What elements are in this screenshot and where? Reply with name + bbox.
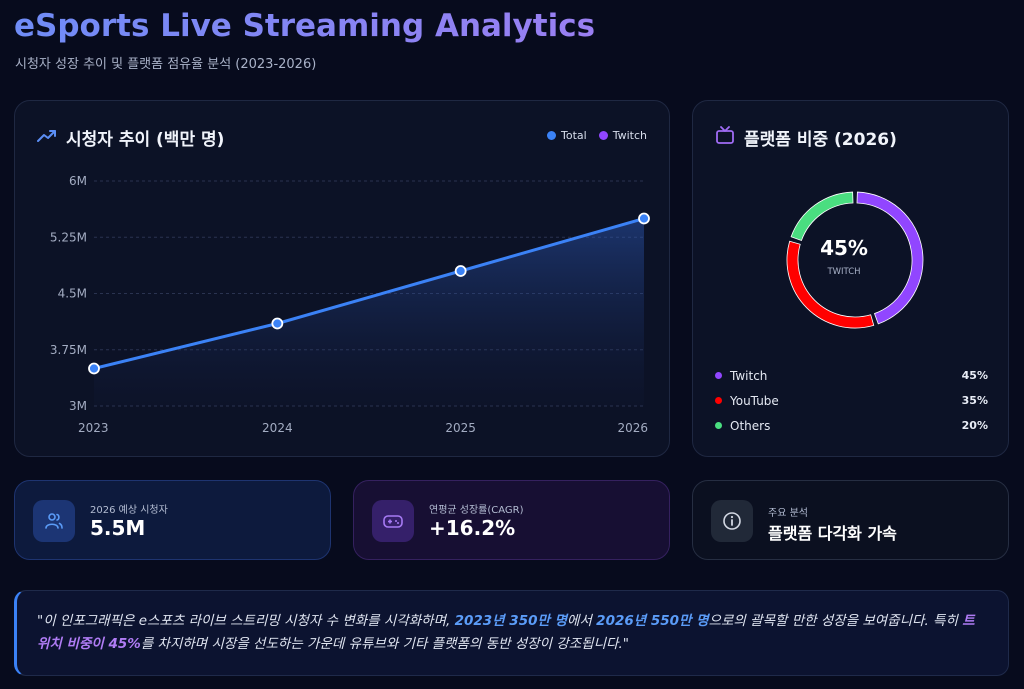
- pie-chart-card: 플랫폼 비중 (2026) 45% TWITCH Twitch 45% YouTu…: [692, 100, 1009, 457]
- stat-card-cagr: 연평균 성장률(CAGR) +16.2%: [353, 480, 670, 560]
- data-point-total: [88, 362, 100, 375]
- line-chart-legend: Total Twitch: [547, 129, 647, 142]
- y-tick-label: 3.75M: [50, 343, 87, 357]
- pie-label-youtube: YouTube: [730, 393, 779, 408]
- summary-note: "이 인포그래픽은 e스포츠 라이브 스트리밍 시청자 수 변화를 시각화하며,…: [14, 590, 1009, 676]
- info-icon: [711, 500, 753, 542]
- donut-slice-others: [790, 191, 854, 242]
- line-chart: 3M 3.75M 4.5M 5.25M 6M 2023 2024 2025 2026: [50, 174, 650, 435]
- page-subtitle: 시청자 성장 추이 및 플랫폼 점유율 분석 (2023-2026): [15, 57, 317, 72]
- x-tick-label: 2025: [445, 421, 476, 435]
- note-text-1: "이 인포그래픽은 e스포츠 라이브 스트리밍 시청자 수 변화를 시각화하며,: [37, 613, 455, 629]
- y-tick-label: 6M: [69, 174, 87, 188]
- users-icon: [33, 500, 75, 542]
- donut-center-value: 45%: [820, 236, 868, 260]
- x-tick-label: 2026: [617, 421, 648, 435]
- x-tick-label: 2024: [262, 421, 293, 435]
- gamepad-icon: [372, 500, 414, 542]
- note-highlight-twitch: 트위치 비중이 45%: [37, 613, 975, 652]
- pie-legend-twitch[interactable]: Twitch 45%: [715, 363, 988, 388]
- x-tick-label: 2023: [78, 421, 109, 435]
- pie-chart-title: 플랫폼 비중 (2026): [744, 130, 897, 150]
- data-point-total: [638, 212, 650, 225]
- note-highlight-2026: 2026년 550만 명: [596, 613, 709, 629]
- pie-label-twitch: Twitch: [730, 368, 768, 383]
- donut-center-label: TWITCH: [826, 267, 860, 277]
- stat-label-viewers: 2026 예상 시청자: [90, 505, 168, 516]
- trending-up-icon: [37, 128, 57, 148]
- line-chart-title: 시청자 추이 (백만 명): [66, 130, 225, 150]
- pie-pct-twitch: 45%: [961, 369, 988, 382]
- series-line-total: [92, 217, 646, 370]
- stat-value-cagr: +16.2%: [429, 516, 516, 540]
- note-text-4: 를 차지하며 시장을 선도하는 가운데 유튜브와 기타 플랫폼의 동반 성장이 …: [140, 636, 629, 652]
- line-chart-card: 시청자 추이 (백만 명) Total Twitch 3M 3.75M 4.5M 5.…: [14, 100, 670, 457]
- legend-label-twitch: Twitch: [612, 129, 647, 142]
- pie-swatch-youtube: [715, 397, 722, 404]
- tv-icon: [715, 125, 735, 150]
- pie-swatch-twitch: [715, 372, 722, 379]
- note-highlight-2023: 2023년 350만 명: [454, 613, 568, 629]
- stat-label-analysis: 주요 분석: [768, 508, 808, 519]
- stat-card-analysis: 주요 분석 플랫폼 다각화 가속: [692, 480, 1009, 560]
- stat-card-viewers: 2026 예상 시청자 5.5M: [14, 480, 331, 560]
- pie-label-others: Others: [730, 418, 771, 433]
- series-area-total: [94, 218, 644, 406]
- stat-value-viewers: 5.5M: [90, 516, 146, 540]
- legend-swatch-twitch: [598, 131, 608, 140]
- stat-value-analysis: 플랫폼 다각화 가속: [768, 524, 897, 543]
- y-tick-label: 3M: [69, 399, 87, 413]
- note-text-2: 에서: [567, 613, 597, 629]
- data-point-total: [454, 265, 467, 277]
- legend-label-total: Total: [561, 129, 587, 142]
- note-text-3: 으로의 괄목할 만한 성장을 보여줍니다. 특히: [708, 613, 963, 629]
- legend-swatch-total: [547, 131, 556, 140]
- data-point-total: [271, 317, 284, 330]
- pie-legend-youtube[interactable]: YouTube 35%: [715, 388, 988, 413]
- legend-item-twitch[interactable]: Twitch: [598, 129, 647, 142]
- page-title: eSports Live Streaming Analytics: [14, 8, 596, 44]
- pie-swatch-others: [715, 422, 722, 429]
- stat-label-cagr: 연평균 성장률(CAGR): [429, 505, 524, 516]
- donut-slice-twitch: [856, 191, 924, 325]
- pie-legend: Twitch 45% YouTube 35% Others 20%: [715, 363, 988, 438]
- pie-pct-others: 20%: [961, 419, 988, 432]
- donut-chart: 45% TWITCH: [786, 191, 924, 329]
- pie-pct-youtube: 35%: [961, 394, 988, 407]
- donut-slice-youtube: [786, 240, 875, 329]
- pie-legend-others[interactable]: Others 20%: [715, 413, 988, 438]
- y-tick-label: 5.25M: [50, 230, 87, 244]
- y-tick-label: 4.5M: [58, 287, 87, 301]
- legend-item-total[interactable]: Total: [547, 129, 587, 142]
